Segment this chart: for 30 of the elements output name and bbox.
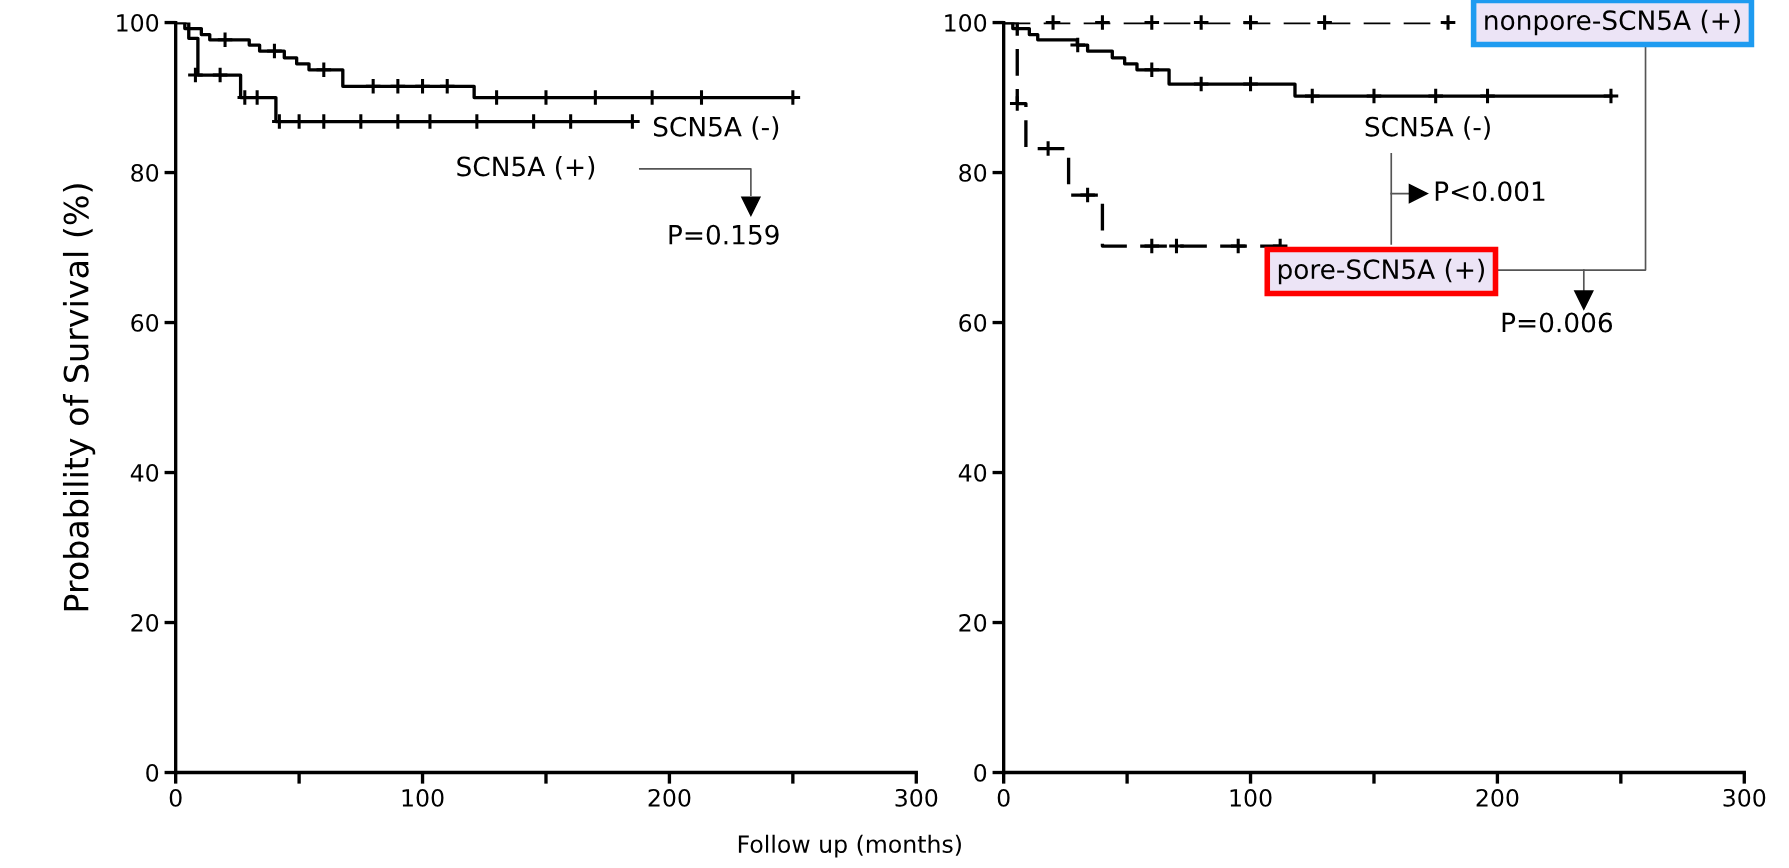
x-tick-label: 0 [997, 788, 1010, 807]
y-tick-label: 20 [131, 613, 159, 632]
x-tick-label: 300 [1723, 788, 1766, 807]
annotation: SCN5A (-) [653, 116, 779, 140]
y-axis-title: Probability of Survival (%) [62, 184, 96, 611]
annotation: SCN5A (+) [457, 156, 595, 180]
y-tick-label: 100 [945, 14, 987, 32]
x-tick-label: 200 [648, 788, 691, 807]
annotation: SCN5A (-) [1365, 116, 1490, 140]
x-tick-label: 200 [1476, 788, 1519, 807]
x-tick-label: 100 [1230, 788, 1272, 807]
annotation: P<0.001 [1435, 181, 1545, 202]
y-tick-label: 0 [146, 763, 159, 782]
y-tick-label: 0 [974, 763, 987, 782]
y-tick-label: 80 [131, 164, 159, 182]
y-tick-label: 40 [130, 463, 159, 482]
y-tick-label: 20 [959, 613, 987, 632]
annotation: P=0.006 [1502, 312, 1613, 333]
annotation: pore-SCN5A (+) [1278, 258, 1484, 285]
x-tick-label: 0 [169, 788, 182, 807]
annotation: P=0.159 [669, 224, 779, 245]
x-tick-label: 100 [402, 788, 444, 807]
y-tick-label: 80 [959, 164, 987, 182]
annotation: nonpore-SCN5A (+) [1485, 9, 1740, 36]
y-tick-label: 60 [959, 314, 987, 332]
x-tick-label: 300 [895, 788, 938, 807]
y-tick-label: 60 [131, 314, 159, 332]
y-tick-label: 40 [958, 463, 987, 482]
x-axis-title: Follow up (months) [738, 834, 961, 858]
y-tick-label: 100 [117, 14, 159, 32]
